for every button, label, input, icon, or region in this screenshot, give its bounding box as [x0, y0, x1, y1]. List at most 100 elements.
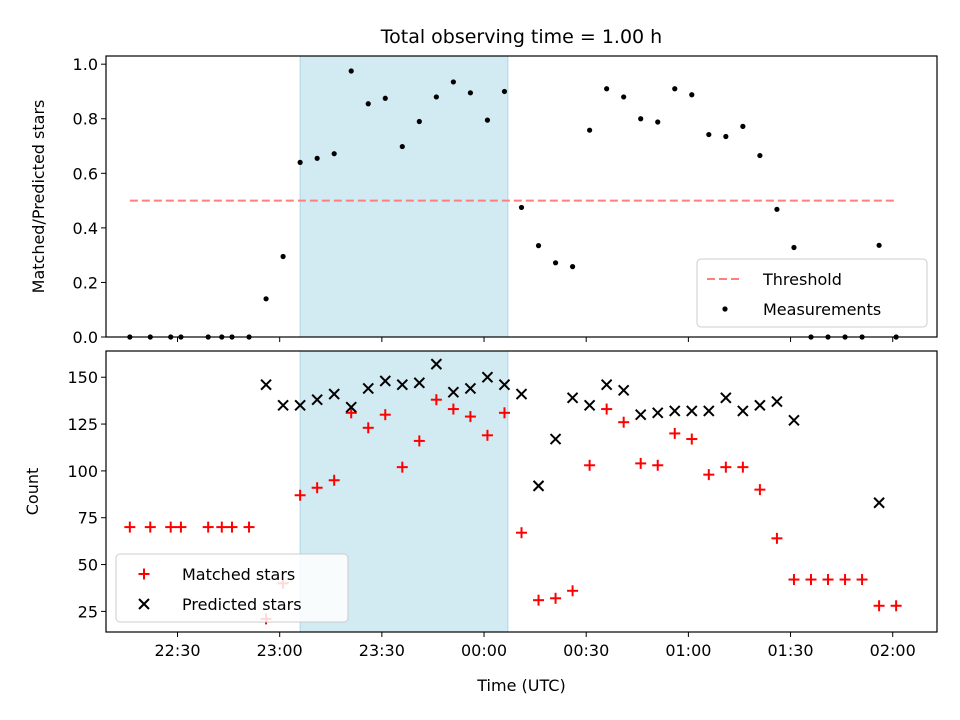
x-b: [583, 399, 596, 412]
legend: Threshold Measurements: [696, 258, 928, 328]
predicted-star-point: [362, 382, 374, 395]
matched-star-point: [635, 457, 647, 469]
measurement-point: [518, 204, 525, 211]
y-tick-label: 0.2: [73, 273, 98, 292]
matched-star-point: [216, 521, 228, 533]
predicted-star-point: [788, 414, 800, 427]
matched-star-point: [652, 459, 664, 471]
y-tick-label: 1.0: [73, 55, 98, 74]
matched-star-point: [144, 521, 156, 533]
predicted-star-point: [396, 379, 409, 391]
measurement-point: [416, 118, 422, 125]
y-tick-label: 0.0: [73, 328, 98, 347]
predicted-star-point: [771, 395, 783, 408]
measurement-point: [450, 79, 456, 85]
legend-label: Measurements: [763, 300, 881, 319]
matched-star-point: [430, 394, 442, 406]
predicted-star-point: [345, 401, 357, 413]
measurement-point: [672, 86, 678, 92]
measurement-point: [604, 86, 610, 92]
measurement-point: [740, 123, 746, 129]
measurement-point: [331, 151, 337, 157]
x-b: [498, 379, 511, 391]
x-tick-label: 23:30: [359, 641, 405, 660]
x-tick-label: 00:30: [563, 641, 609, 660]
matched-star-point: [175, 521, 187, 533]
matched-star-point: [396, 461, 408, 473]
x-b: [311, 393, 323, 406]
y-tick-label: 0.8: [73, 110, 98, 129]
measurement-point: [552, 260, 559, 266]
axes-frame: [105, 55, 938, 338]
y-axis-label: Count: [23, 468, 42, 516]
x-b: [566, 392, 579, 404]
matched-star-point: [873, 600, 885, 612]
matched-star-point: [584, 459, 596, 471]
matched-star-point: [165, 521, 177, 533]
x-b: [532, 480, 545, 492]
predicted-star-point: [566, 392, 579, 404]
axes-frame: [105, 350, 938, 633]
x-tick-label: 00:00: [461, 641, 507, 660]
predicted-star-point: [481, 371, 494, 383]
measurement-point: [484, 117, 491, 123]
predicted-star-point: [413, 377, 426, 389]
y-axis-label: Matched/Predicted stars: [29, 100, 48, 294]
x-b: [652, 407, 664, 419]
y-tick-label: 0.4: [73, 219, 98, 238]
measurement-point: [791, 244, 797, 251]
measurement-point: [280, 253, 286, 260]
predicted-star-point: [464, 382, 477, 395]
x-b: [600, 379, 613, 391]
x-b: [277, 399, 289, 412]
matched-star-point: [890, 600, 902, 612]
x-b: [464, 382, 477, 395]
x-b: [481, 371, 494, 383]
x-tick-label: 02:00: [870, 641, 916, 660]
measurement-point: [876, 242, 882, 248]
measurement-point: [569, 264, 576, 270]
measurement-point: [399, 143, 405, 150]
predicted-star-point: [669, 405, 681, 417]
matched-star-point: [311, 482, 323, 494]
matched-star-point: [618, 416, 630, 428]
matched-star-point: [498, 407, 510, 419]
matched-star-point: [839, 574, 851, 586]
predicted-star-point: [617, 384, 630, 397]
measurement-point: [263, 296, 269, 302]
y-tick-label: 125: [67, 415, 98, 434]
x-tick-label: 01:00: [665, 641, 711, 660]
legend-label: Matched stars: [182, 565, 295, 584]
chart-title: Total observing time = 1.00 h: [380, 26, 662, 48]
matched-star-point: [601, 403, 613, 415]
predicted-star-point: [549, 433, 562, 445]
measurement-point: [621, 94, 627, 100]
predicted-star-point: [600, 379, 613, 391]
y-tick-label: 0.6: [73, 164, 98, 183]
measurement-point: [314, 155, 320, 161]
x-b: [754, 399, 766, 412]
predicted-star-point: [873, 497, 885, 509]
matched-star-point: [703, 469, 715, 481]
x-b: [260, 379, 272, 391]
legend-box: [696, 258, 928, 328]
x-b: [362, 382, 374, 395]
predicted-star-point: [498, 379, 511, 391]
measurement-point: [689, 92, 695, 98]
bottom-panel: 25 50 75 100 125 150 22:30 23:00 23:30 00:00 00:30…: [23, 350, 938, 695]
measurement-point: [587, 127, 593, 133]
x-b: [413, 377, 426, 389]
x-b: [328, 388, 340, 400]
x-b: [634, 408, 647, 421]
legend-box: [115, 553, 349, 623]
x-b: [430, 358, 443, 370]
matched-star-point: [805, 574, 817, 586]
predicted-star-point: [277, 399, 289, 412]
predicted-star-point: [311, 393, 323, 406]
measurement-point: [501, 88, 508, 95]
matched-star-point: [294, 489, 306, 501]
measurement-point: [348, 68, 354, 74]
measurement-point: [467, 90, 474, 96]
x-b: [294, 399, 306, 412]
measurement-point: [382, 95, 388, 101]
